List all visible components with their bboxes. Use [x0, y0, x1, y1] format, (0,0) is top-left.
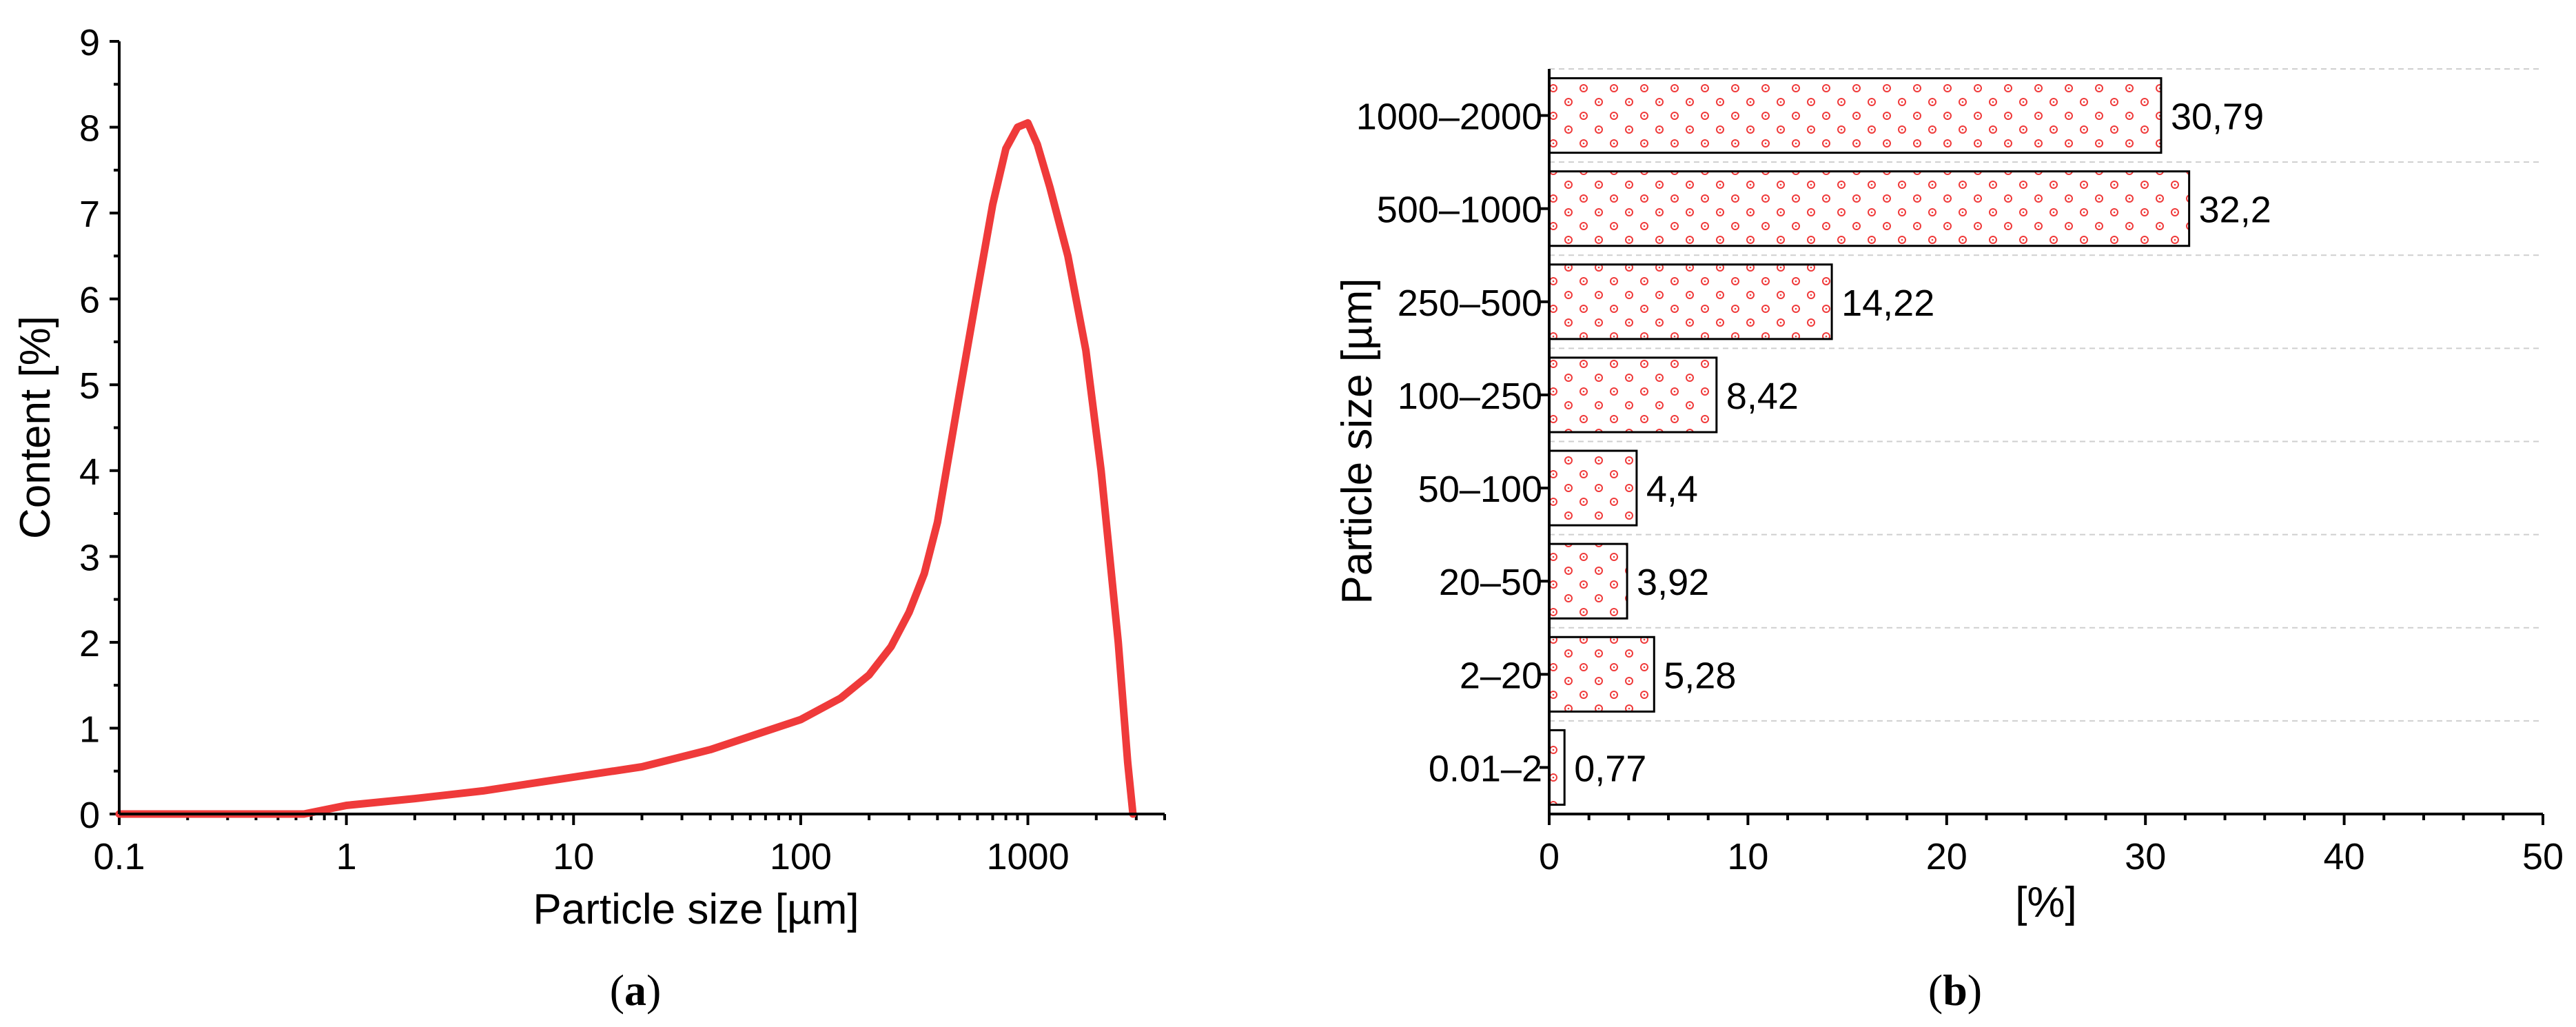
x-tick-label: 100 [770, 836, 832, 877]
panel-a-y-axis-title: Content [%] [12, 316, 59, 539]
panel-b-x-axis-title: [%] [2015, 879, 2077, 926]
bar [1548, 729, 1566, 806]
x-tick-label: 10 [1727, 836, 1768, 877]
y-tick-label: 9 [79, 22, 100, 63]
panel-a-series [115, 119, 1137, 818]
y-tick-label: 4 [79, 451, 100, 493]
y-tick-label: 1 [79, 709, 100, 750]
bar [1548, 263, 1833, 340]
panel-b-y-axis-title: Particle size [µm] [1333, 278, 1381, 604]
bar [1548, 77, 2163, 154]
panel-a-caption: (a) [610, 966, 662, 1015]
panel-a-tick-labels: 0 1 2 3 4 5 6 7 8 9 0.1 1 10 100 1000 [79, 22, 1070, 877]
x-tick-label: 40 [2324, 836, 2365, 877]
bar [1548, 635, 1655, 713]
bar-value-label: 4,4 [1646, 469, 1698, 510]
category-label: 0.01–2 [1429, 748, 1542, 789]
x-tick-label: 50 [2522, 836, 2564, 877]
category-label: 20–50 [1439, 562, 1542, 603]
panel-b-bars [1548, 77, 2191, 806]
category-label: 100–250 [1398, 376, 1542, 417]
category-label: 2–20 [1460, 655, 1542, 696]
x-tick-label: 30 [2125, 836, 2166, 877]
y-tick-label: 6 [79, 280, 100, 321]
x-tick-label: 1000 [986, 836, 1069, 877]
panel-b-caption: (b) [1928, 966, 1982, 1015]
y-tick-label: 8 [79, 108, 100, 150]
category-label: 250–500 [1398, 283, 1542, 324]
panel-a-x-axis-title: Particle size [µm] [533, 886, 859, 933]
bar-value-label: 32,2 [2199, 190, 2271, 231]
x-tick-label: 0 [1539, 836, 1560, 877]
bar-value-label: 5,28 [1664, 655, 1736, 696]
y-tick-label: 0 [79, 795, 100, 836]
panel-b-bar-chart: 0,77 0.01–2 5,28 2–20 3,92 20–50 4,4 50–100 8,42… [1333, 68, 2564, 1015]
bar [1548, 170, 2191, 247]
bar [1548, 449, 1638, 527]
panel-a-line-chart: 0 1 2 3 4 5 6 7 8 9 0.1 1 10 100 1000 Particle size [µ… [12, 22, 1166, 1015]
bar-value-label: 14,22 [1841, 283, 1934, 324]
panel-b-tick-labels: 0,77 0.01–2 5,28 2–20 3,92 20–50 4,4 50–100 8,42… [1356, 96, 2564, 877]
x-tick-label: 0.1 [93, 836, 145, 877]
category-label: 1000–2000 [1356, 96, 1542, 138]
x-tick-label: 20 [1926, 836, 1967, 877]
y-tick-label: 2 [79, 623, 100, 664]
bar [1548, 542, 1628, 620]
y-tick-label: 7 [79, 194, 100, 235]
bar-value-label: 8,42 [1726, 376, 1799, 417]
content-series-line [115, 119, 1137, 818]
category-label: 500–1000 [1377, 190, 1542, 231]
x-tick-label: 1 [336, 836, 357, 877]
y-tick-label: 3 [79, 537, 100, 578]
y-tick-label: 5 [79, 365, 100, 407]
panel-b-gridlines [1549, 68, 2543, 722]
category-label: 50–100 [1418, 469, 1542, 510]
bar-value-label: 30,79 [2171, 96, 2264, 138]
panel-b-ticks [1540, 114, 2544, 825]
bar [1548, 356, 1718, 434]
bar-value-label: 0,77 [1574, 748, 1646, 789]
x-tick-label: 10 [553, 836, 594, 877]
bar-value-label: 3,92 [1637, 562, 1709, 603]
